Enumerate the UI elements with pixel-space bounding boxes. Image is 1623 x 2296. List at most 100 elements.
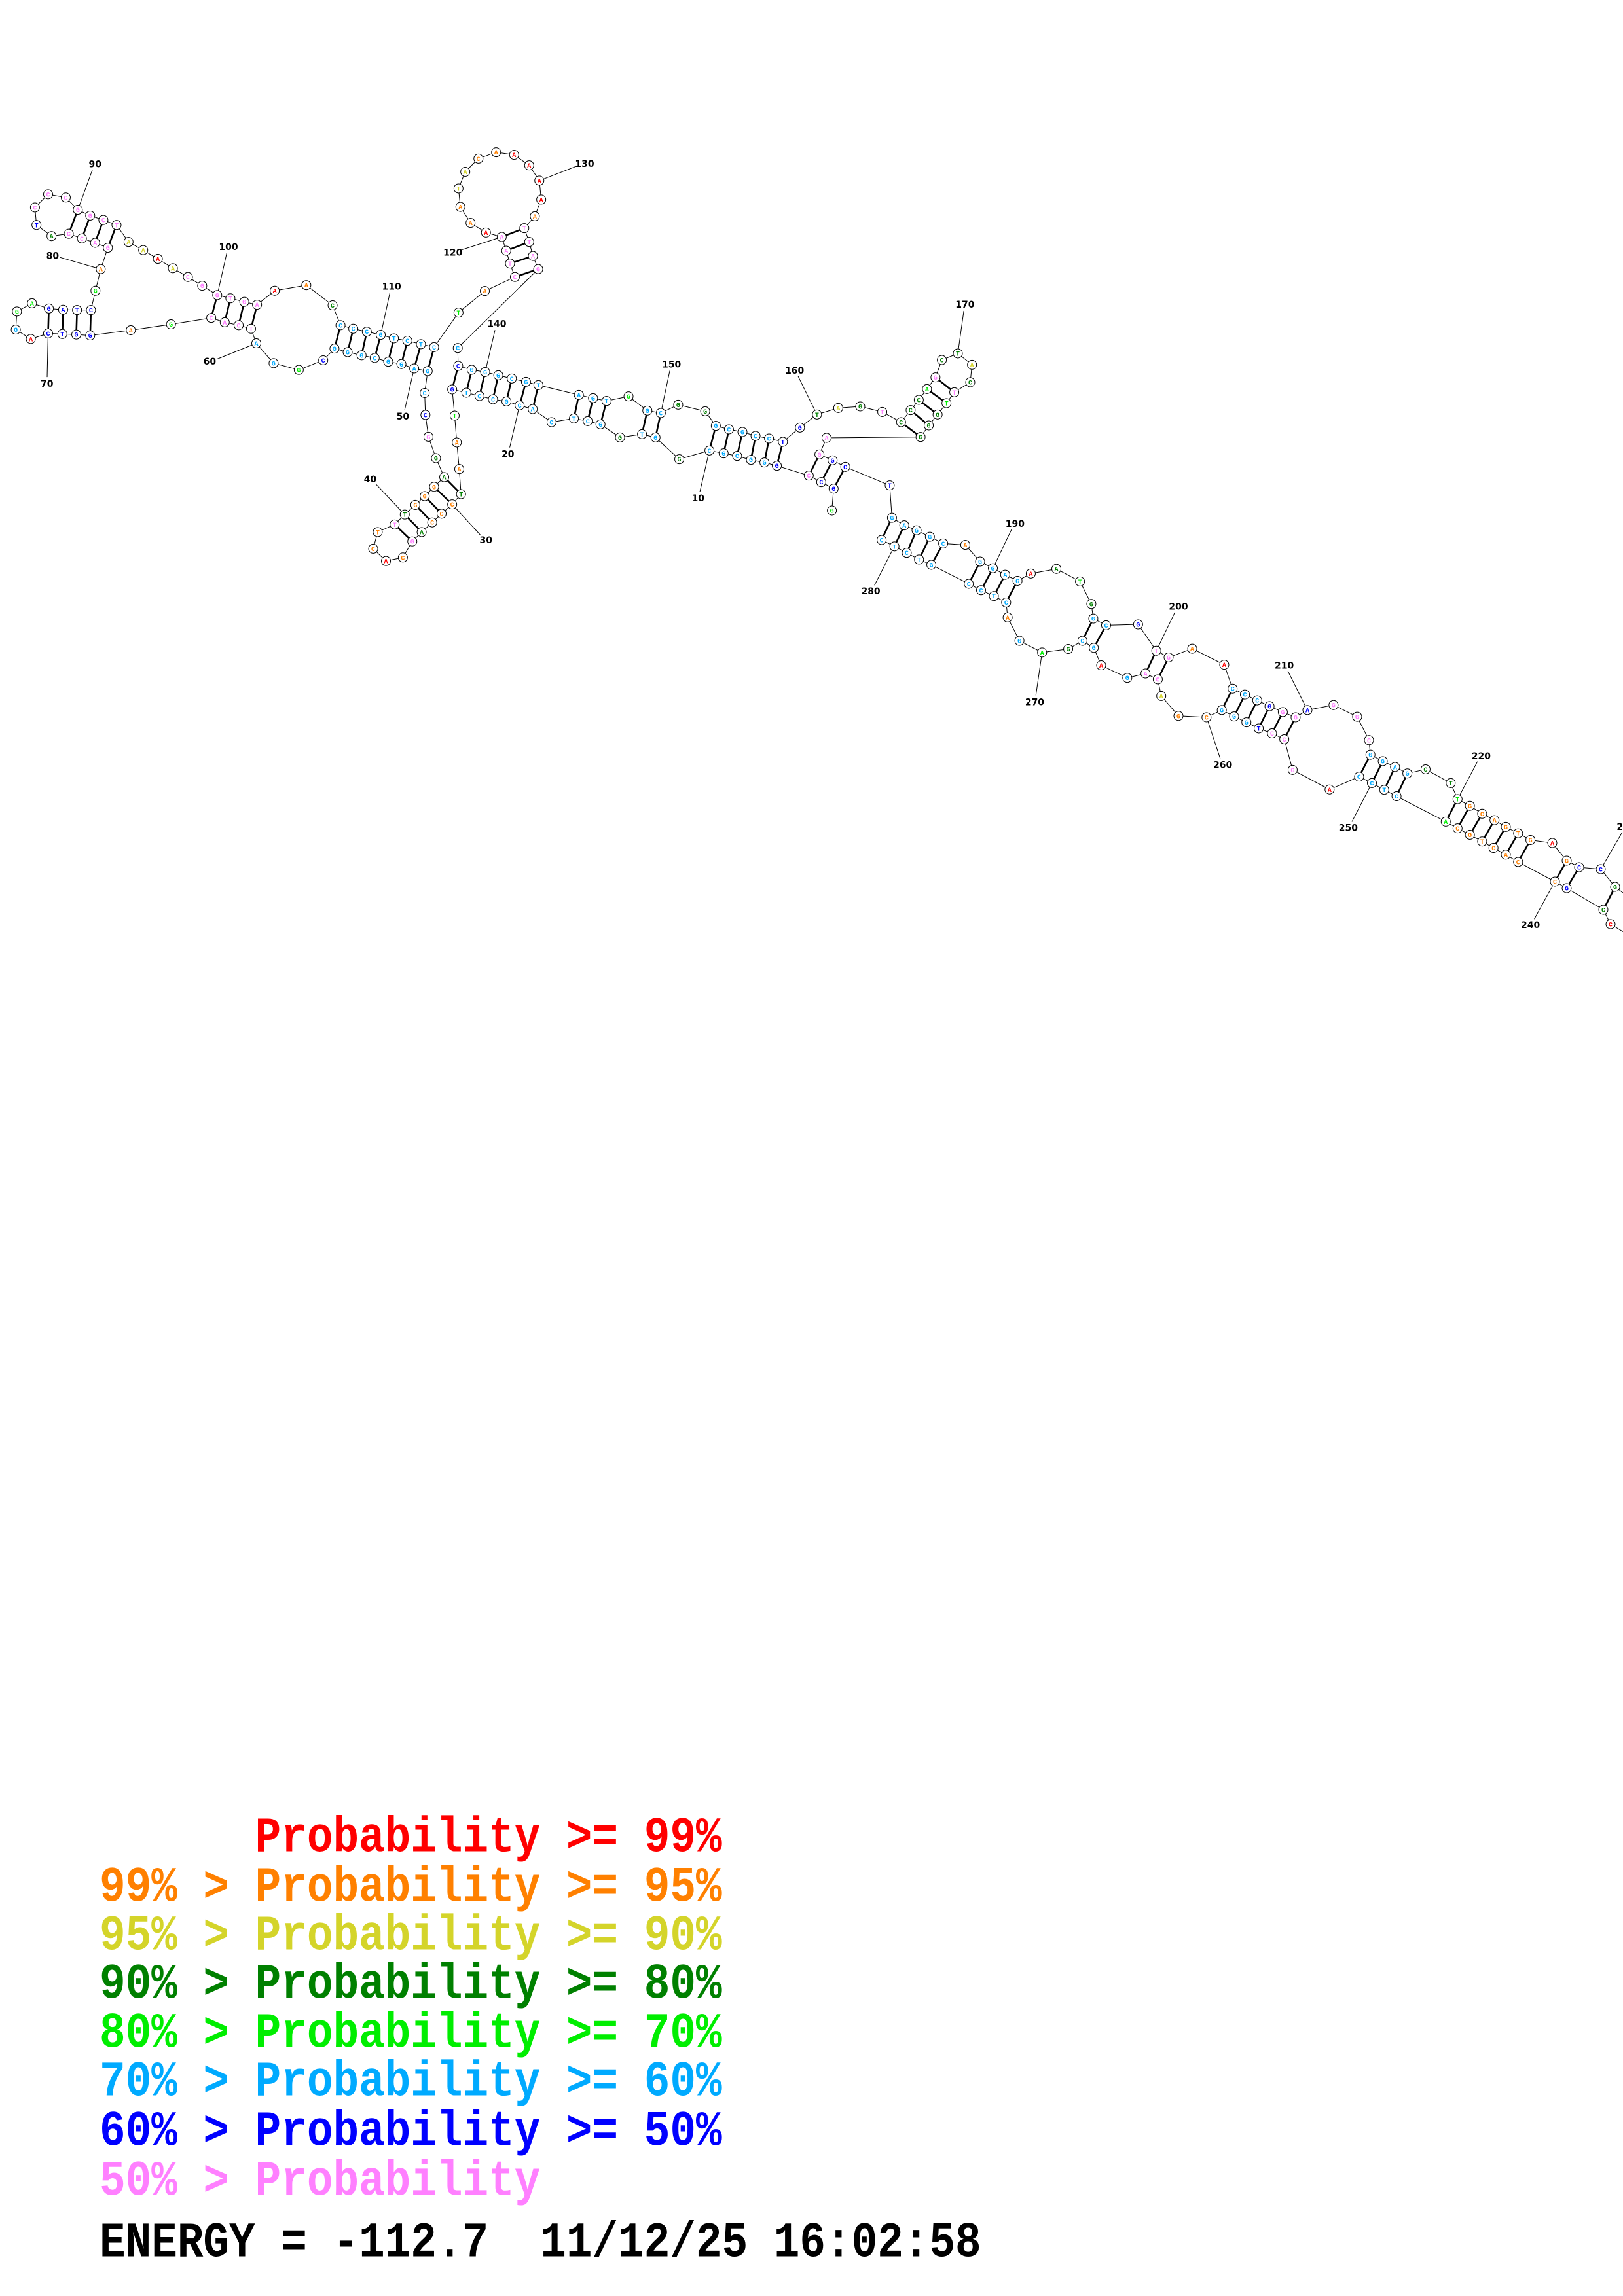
- nucleotide-letter: C: [477, 394, 481, 401]
- nucleotide-circle: [77, 233, 87, 243]
- nucleotide-letter: C: [1516, 859, 1520, 867]
- nucleotide-letter: A: [963, 543, 967, 550]
- nucleotide-circle: [460, 167, 471, 177]
- nucleotide-circle: [234, 320, 244, 331]
- nucleotide-circle: [1096, 660, 1106, 671]
- nucleotide: G: [1525, 834, 1536, 845]
- nucleotide: G: [383, 357, 393, 367]
- nucleotide: T: [453, 308, 464, 318]
- nucleotide-circle: [423, 431, 433, 442]
- position-label: 190: [1006, 519, 1025, 529]
- nucleotide-circle: [491, 147, 501, 158]
- nucleotide-letter: T: [456, 310, 460, 317]
- nucleotide-letter: G: [1468, 804, 1472, 811]
- position-label-leader: [1534, 885, 1553, 920]
- nucleotide: G: [71, 329, 82, 340]
- nucleotide-circle: [1037, 647, 1048, 658]
- position-label: 170: [955, 300, 974, 310]
- nucleotide: C: [427, 517, 437, 528]
- nucleotide: C: [98, 215, 109, 225]
- nucleotide-circle: [481, 227, 491, 238]
- nucleotide-letter: G: [106, 245, 110, 253]
- nucleotide-letter: G: [94, 289, 98, 296]
- nucleotide-letter: C: [807, 473, 811, 480]
- nucleotide-circle: [1525, 834, 1536, 845]
- nucleotide: G: [85, 210, 96, 221]
- nucleotide-circle: [123, 237, 134, 247]
- nucleotide-letter: G: [434, 456, 438, 463]
- nucleotide-letter: G: [1220, 708, 1224, 715]
- nucleotide-letter: T: [781, 440, 785, 447]
- nucleotide: G: [1287, 764, 1298, 775]
- position-label: 200: [1169, 601, 1188, 612]
- nucleotide-letter: G: [749, 457, 753, 465]
- nucleotide: G: [1561, 883, 1572, 893]
- nucleotide-letter: G: [386, 359, 390, 367]
- nucleotide-letter: C: [432, 345, 436, 352]
- nucleotide-circle: [168, 263, 178, 274]
- nucleotide-letter: G: [399, 362, 403, 369]
- nucleotide-circle: [103, 243, 113, 253]
- nucleotide: A: [416, 527, 427, 537]
- nucleotide-letter: C: [513, 275, 517, 282]
- nucleotide-letter: C: [1156, 677, 1159, 684]
- nucleotide-letter: A: [255, 302, 259, 310]
- nucleotide: C: [86, 305, 96, 315]
- nucleotide-circle: [1075, 576, 1085, 586]
- nucleotide-letter: G: [930, 562, 934, 569]
- nucleotide: A: [1219, 660, 1230, 670]
- nucleotide-circle: [1328, 700, 1339, 710]
- nucleotide-letter: C: [401, 555, 405, 562]
- nucleotide-letter: T: [456, 186, 460, 193]
- nucleotide-circle: [1086, 599, 1097, 609]
- nucleotide-letter: A: [99, 267, 103, 274]
- nucleotide-circle: [655, 408, 666, 418]
- backbone-segment: [457, 268, 539, 349]
- nucleotide-circle: [1151, 645, 1161, 656]
- backbone-segment: [1137, 624, 1157, 651]
- nucleotide: G: [1122, 673, 1133, 683]
- nucleotide-circle: [922, 384, 932, 394]
- nucleotide-letter: T: [992, 594, 996, 601]
- nucleotide-circle: [1366, 778, 1377, 788]
- nucleotide-circle: [1228, 683, 1238, 694]
- nucleotide-circle: [480, 286, 490, 296]
- nucleotide-circle: [1088, 613, 1099, 624]
- nucleotide: T: [569, 413, 579, 423]
- nucleotide-circle: [1605, 919, 1616, 929]
- nucleotide: G: [1465, 829, 1475, 840]
- nucleotide-letter: C: [321, 358, 325, 365]
- nucleotide: A: [96, 264, 106, 274]
- nucleotide-circle: [342, 347, 353, 357]
- nucleotide-letter: T: [508, 261, 512, 268]
- legend-row-90: 95% > Probability >= 90%: [100, 1908, 722, 1965]
- backbone-segment: [1284, 739, 1293, 770]
- nucleotide: C: [1513, 857, 1523, 867]
- nucleotide-letter: G: [928, 535, 932, 542]
- nucleotide-circle: [422, 366, 433, 376]
- nucleotide: T: [390, 519, 400, 529]
- nucleotide-circle: [877, 406, 888, 417]
- nucleotide-circle: [138, 245, 149, 255]
- nucleotide-circle: [212, 290, 223, 300]
- nucleotide-circle: [1000, 569, 1010, 580]
- nucleotide: T: [941, 398, 952, 408]
- nucleotide: C: [546, 417, 556, 427]
- nucleotide-circle: [1051, 564, 1062, 574]
- nucleotide: A: [1302, 705, 1313, 715]
- nucleotide-circle: [855, 401, 866, 412]
- nucleotide-letter: G: [714, 423, 718, 431]
- nucleotide: A: [439, 472, 450, 482]
- nucleotide-circle: [368, 543, 378, 554]
- nucleotide-letter: T: [464, 391, 468, 398]
- nucleotide: T: [884, 480, 895, 491]
- nucleotide: C: [1452, 823, 1463, 834]
- nucleotide-circle: [509, 150, 519, 160]
- nucleotide-circle: [737, 427, 748, 437]
- nucleotide-letter: A: [531, 407, 535, 414]
- nucleotide: T: [877, 406, 888, 417]
- nucleotide-circle: [902, 548, 912, 558]
- nucleotide-letter: A: [420, 529, 424, 537]
- nucleotide-letter: G: [721, 451, 725, 458]
- nucleotide: G: [466, 365, 477, 375]
